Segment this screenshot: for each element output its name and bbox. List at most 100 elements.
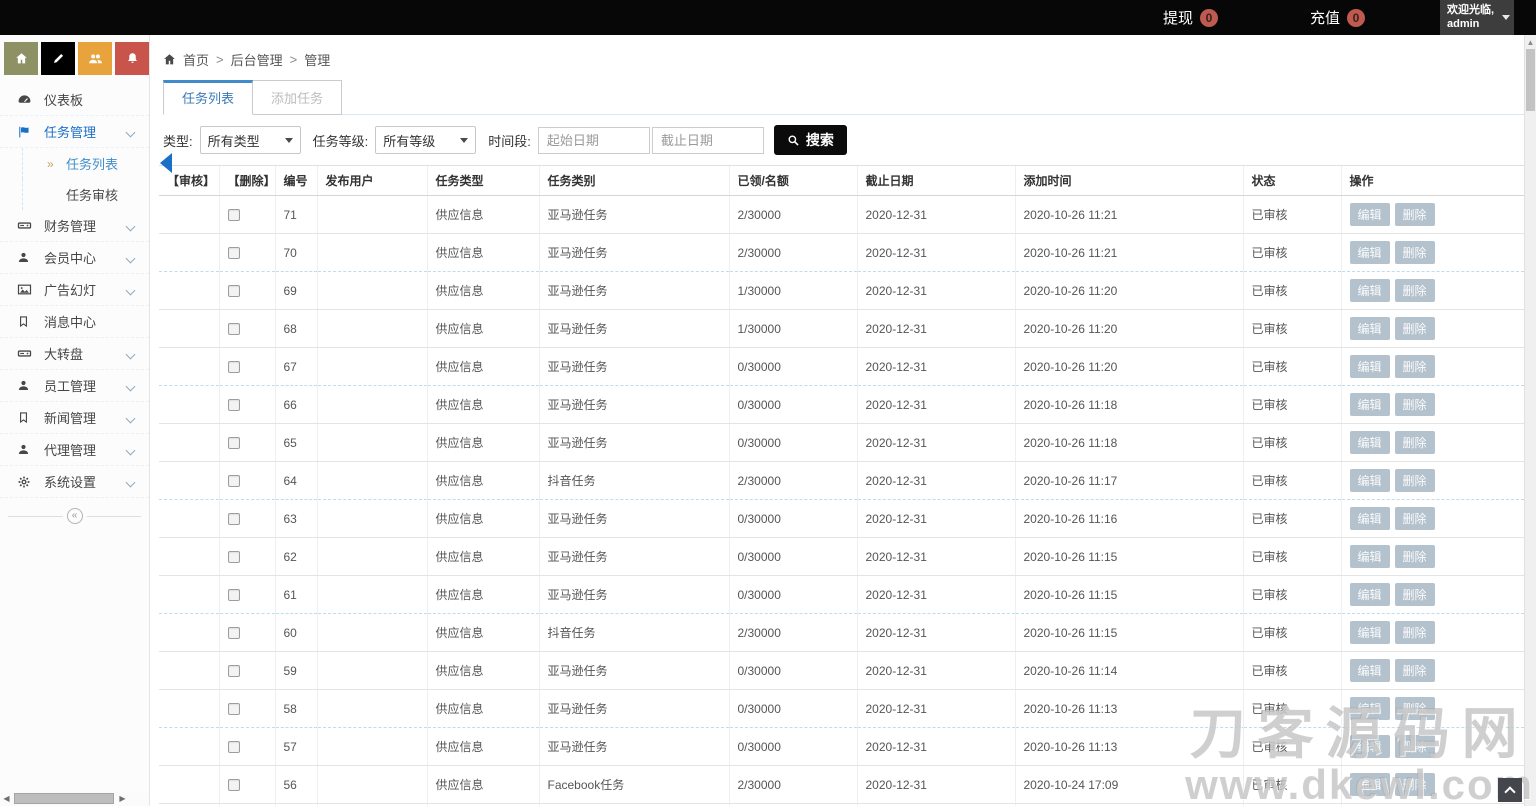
row-checkbox[interactable]: [227, 437, 240, 450]
level-select[interactable]: 所有等级: [375, 126, 477, 154]
scroll-right-icon[interactable]: ▶: [119, 794, 126, 803]
scrollbar-thumb[interactable]: [1526, 49, 1535, 111]
delete-button[interactable]: 删除: [1394, 773, 1435, 796]
edit-button[interactable]: 编辑: [1349, 469, 1390, 492]
sidebar-item-task-manage[interactable]: 任务管理: [0, 116, 149, 148]
delete-button[interactable]: 删除: [1394, 545, 1435, 568]
row-checkbox[interactable]: [227, 551, 240, 564]
scrollbar-thumb[interactable]: [14, 793, 114, 804]
scroll-up-icon[interactable]: ▲: [1526, 38, 1535, 47]
sidebar-item-message-center[interactable]: 消息中心: [0, 306, 149, 338]
type-cell: 供应信息: [426, 803, 539, 806]
edit-button[interactable]: 编辑: [1349, 431, 1390, 454]
delete-button[interactable]: 删除: [1394, 697, 1435, 720]
sidebar-item-dashboard[interactable]: 仪表板: [0, 84, 149, 116]
user-menu[interactable]: 欢迎光临, admin: [1440, 0, 1514, 35]
edit-button[interactable]: 编辑: [1349, 317, 1390, 340]
edit-button[interactable]: 编辑: [1349, 583, 1390, 606]
recharge-menu-item[interactable]: 充值 0: [1310, 0, 1366, 35]
tab-task-list[interactable]: 任务列表: [163, 80, 254, 115]
edit-button[interactable]: 编辑: [1349, 279, 1390, 302]
withdraw-menu-item[interactable]: 提现 0: [1163, 0, 1219, 35]
type-select[interactable]: 所有类型: [199, 126, 301, 154]
delete-button[interactable]: 删除: [1394, 241, 1435, 264]
search-button[interactable]: 搜索: [773, 125, 847, 155]
sidebar-item-task-audit[interactable]: 任务审核: [22, 179, 149, 210]
delete-button[interactable]: 删除: [1394, 393, 1435, 416]
sidebar-collapse-button[interactable]: «: [66, 508, 83, 524]
delete-button[interactable]: 删除: [1394, 659, 1435, 682]
edit-button[interactable]: 编辑: [1349, 393, 1390, 416]
delete-button[interactable]: 删除: [1394, 621, 1435, 644]
breadcrumb-home[interactable]: 首页: [183, 53, 210, 68]
edit-button[interactable]: 编辑: [1349, 203, 1390, 226]
row-checkbox[interactable]: [227, 247, 240, 260]
sidebar-item-finance[interactable]: 财务管理: [0, 210, 149, 242]
edit-button[interactable]: 编辑: [1349, 507, 1390, 530]
sidebar-horizontal-scrollbar[interactable]: ◀ ▶: [0, 791, 149, 806]
sidebar-item-staff-manage[interactable]: 员工管理: [0, 370, 149, 402]
breadcrumb-section[interactable]: 后台管理: [230, 53, 283, 68]
col-deadline: 截止日期: [856, 165, 1015, 196]
edit-button[interactable]: 编辑: [1349, 773, 1390, 796]
table-body: 71 供应信息 亚马逊任务 2/30000 2020-12-31 2020-10-26 1…: [159, 195, 1524, 806]
delete-button[interactable]: 删除: [1394, 203, 1435, 226]
edit-button[interactable]: 编辑: [1349, 241, 1390, 264]
row-checkbox[interactable]: [227, 779, 240, 792]
quick-members-button[interactable]: [78, 42, 112, 75]
end-date-input[interactable]: [651, 126, 764, 154]
quick-home-button[interactable]: [4, 42, 38, 75]
id-cell: 59: [274, 651, 317, 690]
sidebar-item-lucky-wheel[interactable]: 大转盘: [0, 338, 149, 370]
row-checkbox[interactable]: [227, 209, 240, 222]
back-to-top-button[interactable]: [1498, 778, 1522, 802]
breadcrumb-page[interactable]: 管理: [304, 53, 331, 68]
scroll-left-icon[interactable]: ◀: [3, 794, 10, 803]
edit-button[interactable]: 编辑: [1349, 621, 1390, 644]
edit-button[interactable]: 编辑: [1349, 735, 1390, 758]
row-checkbox[interactable]: [227, 475, 240, 488]
topbar: 提现 0 充值 0 欢迎光临, admin: [0, 0, 1536, 35]
edit-button[interactable]: 编辑: [1349, 355, 1390, 378]
category-cell: 亚马逊任务: [538, 271, 729, 310]
tab-add-task[interactable]: 添加任务: [253, 80, 343, 115]
delete-button[interactable]: 删除: [1394, 355, 1435, 378]
edit-button[interactable]: 编辑: [1349, 659, 1390, 682]
category-cell: 亚马逊任务: [538, 195, 729, 234]
row-checkbox[interactable]: [227, 741, 240, 754]
delete-button[interactable]: 删除: [1394, 317, 1435, 340]
sidebar-item-system-settings[interactable]: 系统设置: [0, 466, 149, 498]
id-cell: 68: [274, 309, 317, 348]
row-checkbox[interactable]: [227, 285, 240, 298]
row-checkbox[interactable]: [227, 323, 240, 336]
sidebar-item-task-list[interactable]: » 任务列表: [22, 148, 172, 179]
row-checkbox[interactable]: [227, 361, 240, 374]
deadline-cell: 2020-12-31: [856, 803, 1015, 806]
sidebar-item-news-manage[interactable]: 新闻管理: [0, 402, 149, 434]
sidebar-item-agent-manage[interactable]: 代理管理: [0, 434, 149, 466]
delete-button[interactable]: 删除: [1394, 583, 1435, 606]
vertical-scrollbar[interactable]: ▲: [1524, 35, 1536, 806]
deadline-cell: 2020-12-31: [856, 689, 1015, 728]
delete-button[interactable]: 删除: [1394, 507, 1435, 530]
sidebar-item-ad-slides[interactable]: 广告幻灯: [0, 274, 149, 306]
row-checkbox[interactable]: [227, 513, 240, 526]
delete-button[interactable]: 删除: [1394, 735, 1435, 758]
row-checkbox[interactable]: [227, 703, 240, 716]
row-checkbox[interactable]: [227, 589, 240, 602]
edit-button[interactable]: 编辑: [1349, 545, 1390, 568]
edit-button[interactable]: 编辑: [1349, 697, 1390, 720]
start-date-input[interactable]: [537, 126, 650, 154]
delete-button[interactable]: 删除: [1394, 279, 1435, 302]
row-checkbox[interactable]: [227, 627, 240, 640]
delete-button[interactable]: 删除: [1394, 469, 1435, 492]
quick-edit-button[interactable]: [41, 42, 75, 75]
sidebar-item-member-center[interactable]: 会员中心: [0, 242, 149, 274]
row-checkbox[interactable]: [227, 665, 240, 678]
id-cell: 69: [274, 271, 317, 310]
row-checkbox[interactable]: [227, 399, 240, 412]
quick-notifications-button[interactable]: [115, 42, 149, 75]
delete-button[interactable]: 删除: [1394, 431, 1435, 454]
tab-bar: 任务列表 添加任务: [163, 80, 1524, 115]
delete-cell: [218, 651, 275, 690]
